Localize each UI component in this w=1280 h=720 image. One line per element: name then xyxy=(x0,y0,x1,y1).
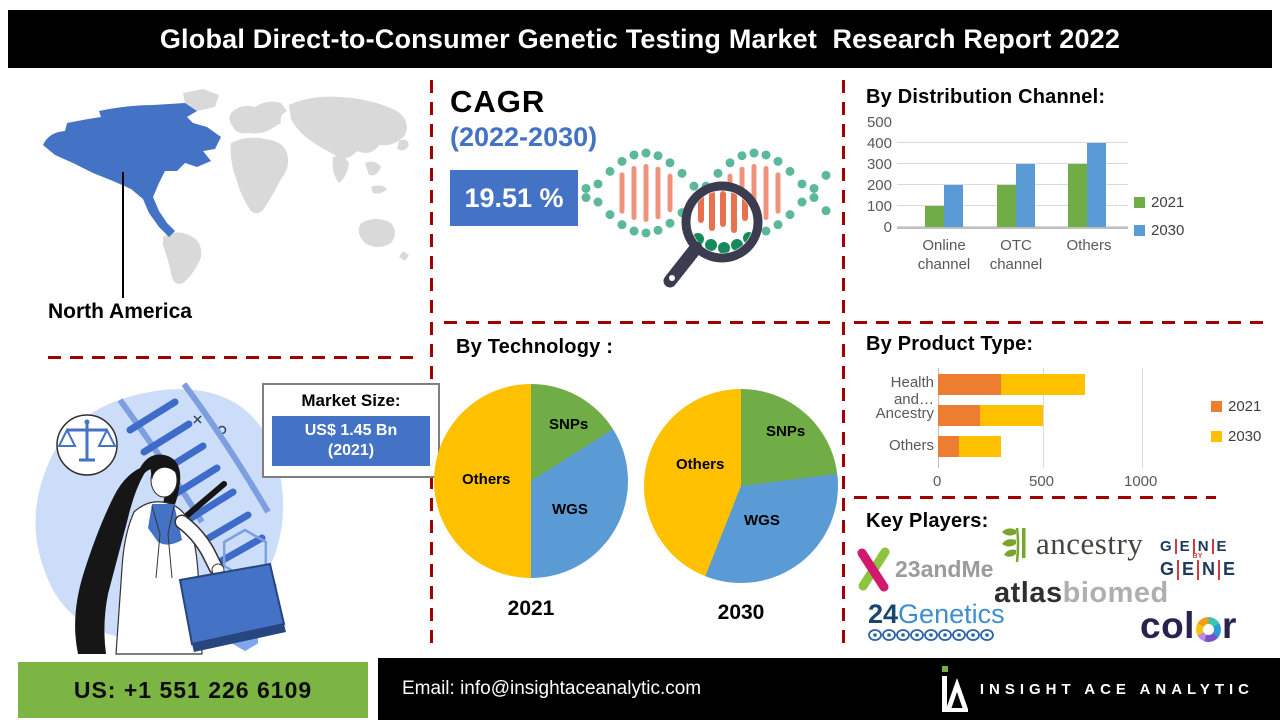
bar-group-otc xyxy=(997,164,1035,227)
prod-bar-ancestry xyxy=(938,405,1043,426)
section-distribution-heading: By Distribution Channel: xyxy=(866,86,1106,108)
dist-ytick: 500 xyxy=(866,114,892,131)
genetics-research-illustration xyxy=(35,382,286,655)
prod-xtick-500: 500 xyxy=(1029,473,1055,490)
footer-bar: Email: info@insightaceanalytic.com INSIG… xyxy=(378,658,1280,720)
magnifier-icon xyxy=(663,181,763,288)
logo-gene-by-gene: G E N E BY G E N E xyxy=(1160,538,1236,580)
prod-legend-2021: 2021 xyxy=(1211,398,1261,415)
brand-name: INSIGHT ACE ANALYTIC xyxy=(979,680,1254,698)
phone-banner: US: +1 551 226 6109 xyxy=(18,662,368,718)
insight-ace-logo-icon xyxy=(941,666,968,712)
section-technology-heading: By Technology : xyxy=(456,336,614,358)
divider-vertical-right xyxy=(842,80,845,652)
divider-left-column xyxy=(48,356,416,359)
legend-swatch-blue xyxy=(1134,225,1145,236)
phone-number: US: +1 551 226 6109 xyxy=(73,676,313,703)
pie1-label-snps: SNPs xyxy=(549,416,589,433)
pie2-label-others: Others xyxy=(676,456,725,473)
bar-group-online xyxy=(925,185,963,227)
dist-ytick: 100 xyxy=(866,198,892,215)
dist-cat-others: Others xyxy=(1066,237,1112,254)
dist-cat-otc: OTC channel xyxy=(989,237,1043,273)
title-bar: Global Direct-to-Consumer Genetic Testin… xyxy=(8,10,1272,68)
world-map xyxy=(43,89,409,284)
bar-others-2021 xyxy=(1068,164,1087,227)
prod-bar-health xyxy=(938,374,1085,395)
prod-cat-others: Others xyxy=(888,437,934,454)
dist-ytick: 200 xyxy=(866,177,892,194)
prod-bar-others xyxy=(938,436,1001,457)
logo-24genetics: 24Genetics xyxy=(868,601,1005,647)
prod-xtick-0: 0 xyxy=(933,473,942,490)
bar-group-others xyxy=(1068,143,1106,227)
section-product-heading: By Product Type: xyxy=(866,333,1034,355)
north-america-region xyxy=(43,103,221,237)
cagr-value-badge: 19.51 % xyxy=(450,170,578,226)
logo-ancestry: ancestry xyxy=(998,524,1143,564)
dist-ytick: 0 xyxy=(883,219,892,236)
dist-legend-2021: 2021 xyxy=(1134,194,1184,211)
map-callout-line xyxy=(122,172,124,298)
dist-ytick: 400 xyxy=(866,135,892,152)
south-america xyxy=(163,232,202,284)
pie1-label-others: Others xyxy=(462,471,511,488)
divider-right-top xyxy=(854,321,1272,324)
logo-color: col r xyxy=(1140,605,1237,646)
market-size-value: US$ 1.45 Bn (2021) xyxy=(272,416,430,466)
africa xyxy=(230,137,289,214)
section-key-players-heading: Key Players: xyxy=(866,510,989,532)
product-stacked-bar-chart xyxy=(938,368,1153,468)
rainbow-o-icon xyxy=(1195,616,1221,642)
prod-legend-2030: 2030 xyxy=(1211,428,1261,445)
prod-xtick-1000: 1000 xyxy=(1124,473,1158,490)
dna-chain-icon xyxy=(868,629,994,641)
brand-lockup: INSIGHT ACE ANALYTIC xyxy=(938,666,1254,712)
woman-scientist xyxy=(75,454,286,655)
pie2-label-wgs: WGS xyxy=(744,512,780,529)
europe xyxy=(229,101,287,134)
email-text: Email: info@insightaceanalytic.com xyxy=(402,678,702,699)
divider-mid-column xyxy=(444,321,830,324)
pie1-label-wgs: WGS xyxy=(552,501,588,518)
logo-23andme: 23andMe xyxy=(855,546,993,592)
divider-right-bottom xyxy=(854,496,1216,499)
cagr-period: (2022-2030) xyxy=(450,122,598,152)
australia xyxy=(358,219,395,247)
chromosome-icon xyxy=(857,547,890,592)
bar-otc-2021 xyxy=(997,185,1016,227)
legend-swatch-orange xyxy=(1211,401,1222,412)
asia xyxy=(289,96,407,159)
bar-online-2030 xyxy=(944,185,963,227)
page-title: Global Direct-to-Consumer Genetic Testin… xyxy=(159,23,1121,54)
cagr-title: CAGR xyxy=(450,84,546,119)
greenland xyxy=(183,89,219,111)
market-size-label: Market Size: xyxy=(301,391,401,410)
pie-technology-2021 xyxy=(434,384,628,578)
dist-legend-2030: 2030 xyxy=(1134,222,1184,239)
pie1-year: 2021 xyxy=(507,597,555,620)
bar-online-2021 xyxy=(925,206,944,227)
scales-icon xyxy=(56,414,118,476)
divider-vertical-left xyxy=(430,80,433,652)
dist-cat-online: Online channel xyxy=(917,237,971,273)
leaf-icon xyxy=(1002,527,1026,563)
pie-technology-2030 xyxy=(644,389,838,583)
prod-cat-ancestry: Ancestry xyxy=(875,405,934,422)
market-size-card: Market Size: US$ 1.45 Bn (2021) xyxy=(262,383,440,478)
legend-swatch-yellow xyxy=(1211,431,1222,442)
bar-otc-2030 xyxy=(1016,164,1035,227)
bar-others-2030 xyxy=(1087,143,1106,227)
dist-ytick: 300 xyxy=(866,156,892,173)
dna-magnifier-illustration xyxy=(581,148,831,288)
logo-atlasbiomed: atlasbiomed xyxy=(994,577,1169,609)
legend-swatch-green xyxy=(1134,197,1145,208)
prod-cat-health: Health and… xyxy=(890,374,934,408)
distribution-bar-chart xyxy=(897,122,1128,229)
region-label: North America xyxy=(48,300,192,323)
pie2-year: 2030 xyxy=(717,601,765,624)
pie2-label-snps: SNPs xyxy=(766,423,806,440)
